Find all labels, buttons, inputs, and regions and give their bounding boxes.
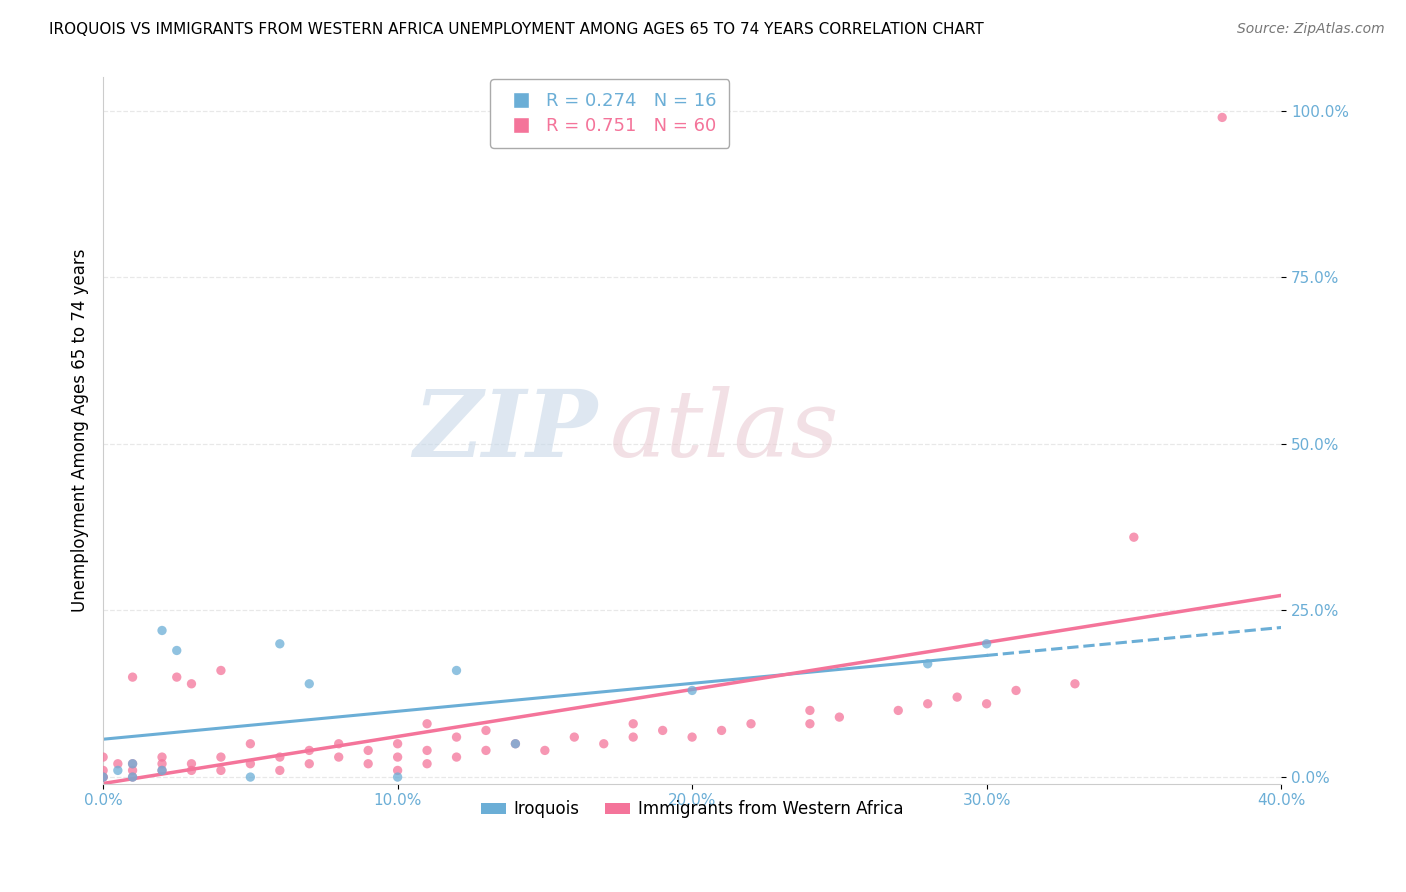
Point <box>976 697 998 711</box>
Y-axis label: Unemployment Among Ages 65 to 74 years: Unemployment Among Ages 65 to 74 years <box>72 249 89 612</box>
Point <box>357 756 380 771</box>
Point <box>298 743 321 757</box>
Point <box>209 764 232 778</box>
Point <box>298 756 321 771</box>
Point <box>180 764 202 778</box>
Point <box>239 737 262 751</box>
Point <box>150 764 173 778</box>
Point <box>91 770 114 784</box>
Point <box>387 750 409 764</box>
Point <box>446 730 468 744</box>
Point <box>534 743 557 757</box>
Point <box>150 756 173 771</box>
Point <box>621 716 644 731</box>
Point <box>269 750 291 764</box>
Point <box>799 703 821 717</box>
Point <box>621 730 644 744</box>
Point <box>269 764 291 778</box>
Point <box>681 683 703 698</box>
Point <box>107 764 129 778</box>
Text: IROQUOIS VS IMMIGRANTS FROM WESTERN AFRICA UNEMPLOYMENT AMONG AGES 65 TO 74 YEAR: IROQUOIS VS IMMIGRANTS FROM WESTERN AFRI… <box>49 22 984 37</box>
Point <box>91 770 114 784</box>
Point <box>387 764 409 778</box>
Point <box>446 750 468 764</box>
Point <box>121 770 143 784</box>
Point <box>562 730 585 744</box>
Point <box>180 756 202 771</box>
Text: Source: ZipAtlas.com: Source: ZipAtlas.com <box>1237 22 1385 37</box>
Text: atlas: atlas <box>610 385 839 475</box>
Point <box>269 637 291 651</box>
Point <box>387 737 409 751</box>
Point <box>505 737 527 751</box>
Point <box>121 756 143 771</box>
Point <box>592 737 614 751</box>
Point <box>651 723 673 738</box>
Point <box>740 716 762 731</box>
Point <box>209 664 232 678</box>
Point <box>475 743 498 757</box>
Point <box>946 690 969 705</box>
Point <box>357 743 380 757</box>
Point <box>387 770 409 784</box>
Point <box>681 730 703 744</box>
Point <box>150 750 173 764</box>
Point <box>209 750 232 764</box>
Point <box>328 737 350 751</box>
Point <box>1122 530 1144 544</box>
Point <box>121 670 143 684</box>
Point <box>166 643 188 657</box>
Point <box>328 750 350 764</box>
Point <box>107 756 129 771</box>
Point <box>1064 677 1087 691</box>
Point <box>976 637 998 651</box>
Point <box>150 624 173 638</box>
Point <box>416 743 439 757</box>
Point <box>180 677 202 691</box>
Point <box>446 664 468 678</box>
Point <box>710 723 733 738</box>
Point <box>887 703 910 717</box>
Point <box>1211 111 1233 125</box>
Point <box>917 657 939 671</box>
Point <box>239 770 262 784</box>
Point <box>121 770 143 784</box>
Point <box>150 764 173 778</box>
Point <box>828 710 851 724</box>
Point <box>475 723 498 738</box>
Point <box>1005 683 1028 698</box>
Point <box>298 677 321 691</box>
Point <box>505 737 527 751</box>
Point <box>91 764 114 778</box>
Point <box>416 716 439 731</box>
Point <box>166 670 188 684</box>
Legend: Iroquois, Immigrants from Western Africa: Iroquois, Immigrants from Western Africa <box>474 794 910 825</box>
Point <box>416 756 439 771</box>
Point <box>121 764 143 778</box>
Point <box>239 756 262 771</box>
Point <box>799 716 821 731</box>
Text: ZIP: ZIP <box>413 385 598 475</box>
Point <box>91 770 114 784</box>
Point <box>121 756 143 771</box>
Point <box>91 750 114 764</box>
Point <box>917 697 939 711</box>
